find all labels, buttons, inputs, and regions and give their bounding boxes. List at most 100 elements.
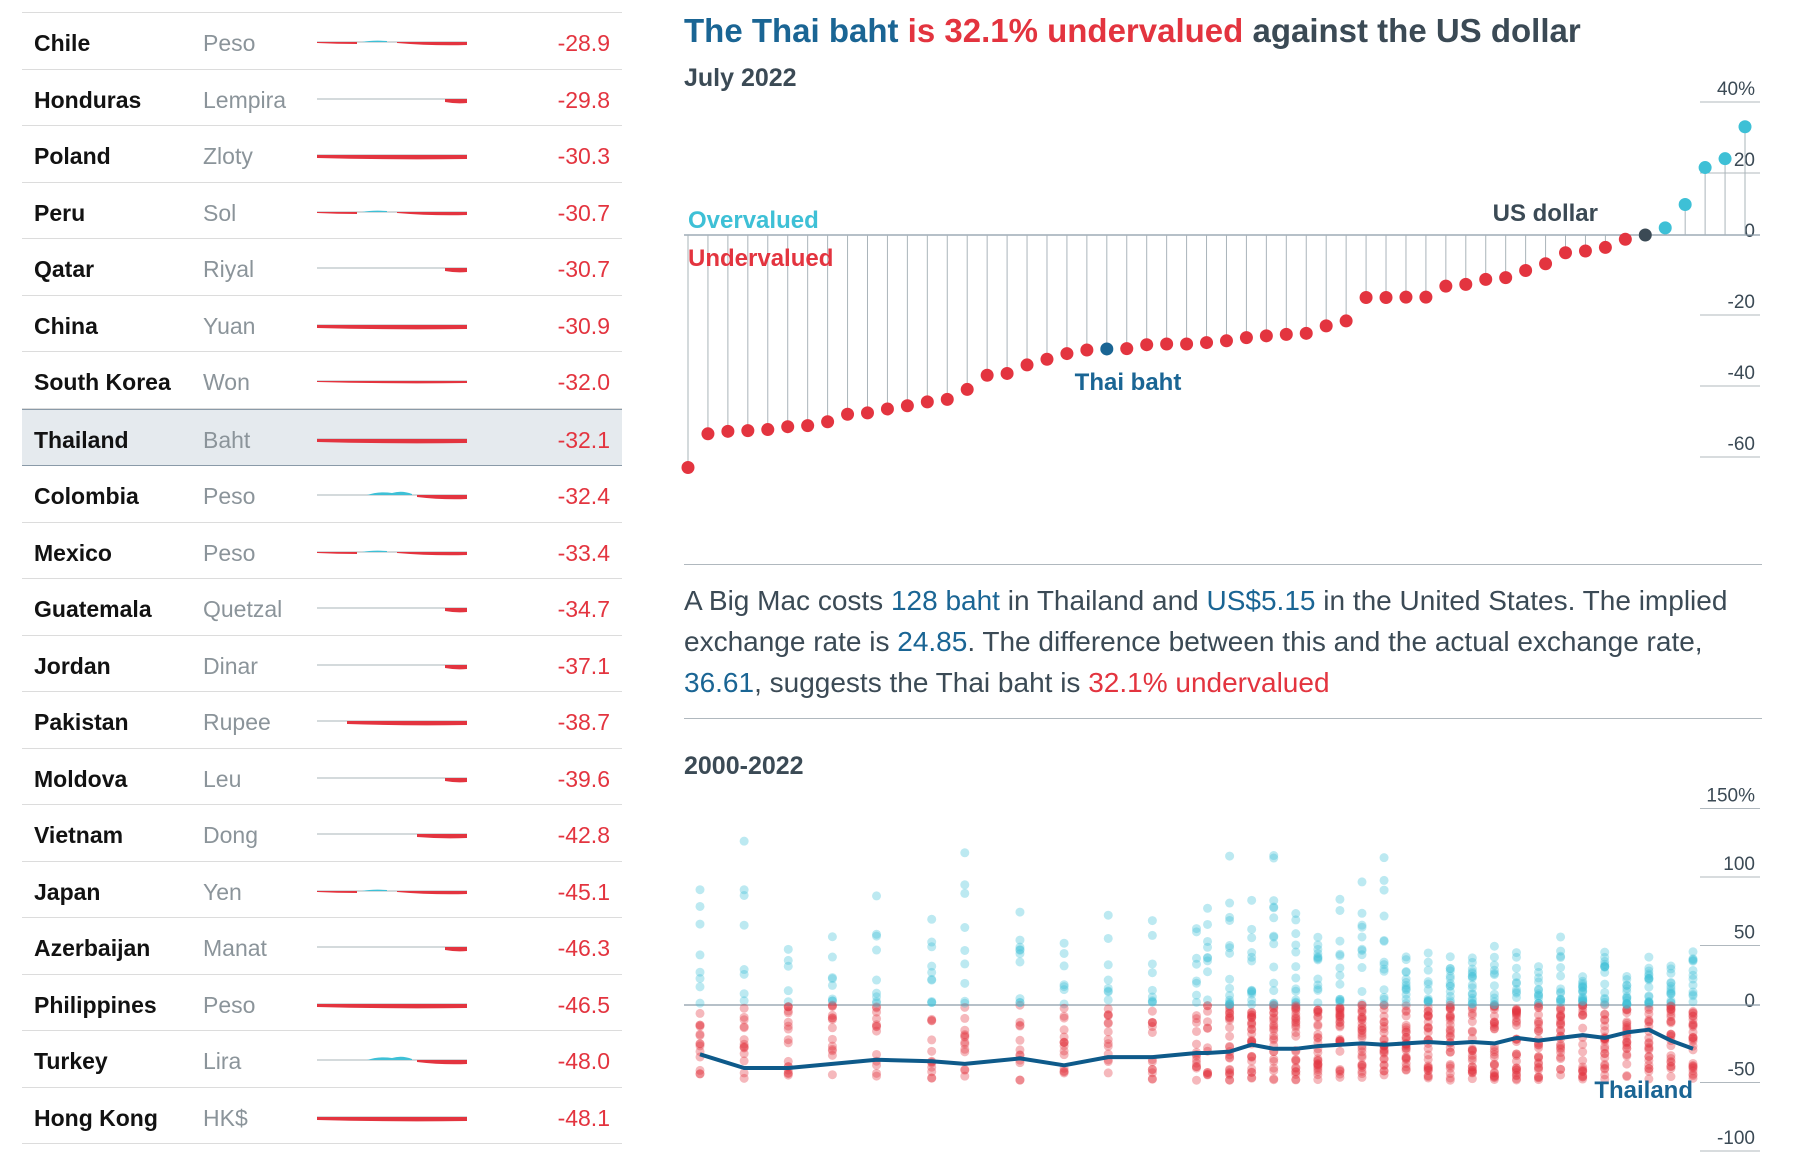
country-dot (872, 929, 882, 939)
lollipop-dot (681, 461, 695, 475)
valuation-value: -37.1 (557, 652, 610, 679)
country-dot (1578, 1003, 1588, 1013)
country-dot (1401, 1054, 1411, 1064)
country-dot (1015, 1050, 1025, 1060)
country-dot (1556, 1048, 1566, 1058)
country-dot (1534, 989, 1544, 999)
country-dot (1291, 909, 1301, 919)
table-row[interactable]: Jordan Dinar -37.1 (22, 636, 622, 692)
country-dot (1379, 994, 1389, 1004)
country-dot (1622, 1028, 1632, 1038)
country-dot (1225, 1031, 1235, 1041)
table-row[interactable]: Qatar Riyal -30.7 (22, 239, 622, 296)
country-dot (1622, 971, 1632, 981)
table-row[interactable]: Turkey Lira -48.0 (22, 1031, 622, 1088)
table-row[interactable]: Mexico Peso -33.4 (22, 523, 622, 579)
country-dot (1600, 1000, 1610, 1010)
country-dot (1357, 986, 1367, 996)
table-row[interactable]: Japan Yen -45.1 (22, 862, 622, 918)
country-dot (1489, 1068, 1499, 1078)
country-dot (1644, 997, 1654, 1007)
country-dot (1467, 1050, 1477, 1060)
country-dot (1534, 1038, 1544, 1048)
country-dot (827, 1000, 837, 1010)
country-dot (1269, 1031, 1279, 1041)
table-row[interactable]: Chile Peso -28.9 (22, 13, 622, 70)
table-row[interactable]: Hong Kong HK$ -48.1 (22, 1088, 622, 1144)
country-dot (1015, 1045, 1025, 1055)
table-row[interactable]: Moldova Leu -39.6 (22, 749, 622, 805)
country-dot (1445, 1069, 1455, 1079)
lollipop-dot (1539, 257, 1553, 271)
country-dot (1578, 1072, 1588, 1082)
country-dot (1511, 1034, 1521, 1044)
country-dot (1291, 1031, 1301, 1041)
table-row[interactable]: South Korea Won -32.0 (22, 352, 622, 409)
country-dot (1511, 1006, 1521, 1016)
country-dot (960, 1047, 970, 1057)
country-dot (1379, 1045, 1389, 1055)
table-row[interactable]: Vietnam Dong -42.8 (22, 805, 622, 862)
country-dot (1401, 974, 1411, 984)
country-dot (1622, 1059, 1632, 1069)
country-dot (1313, 1064, 1323, 1074)
country-dot (1445, 1063, 1455, 1073)
table-row[interactable]: Poland Zloty -30.3 (22, 126, 622, 183)
country-dot (872, 992, 882, 1002)
country-dot (1225, 1053, 1235, 1063)
country-dot (1578, 1047, 1588, 1057)
country-dot (1269, 1075, 1279, 1085)
table-row[interactable]: Honduras Lempira -29.8 (22, 70, 622, 126)
country-dot (1335, 1066, 1345, 1076)
country-dot (1313, 948, 1323, 958)
table-row[interactable]: Peru Sol -30.7 (22, 183, 622, 239)
table-row[interactable]: Thailand Baht -32.1 (22, 408, 622, 466)
country-dot (1269, 853, 1279, 863)
table-row[interactable]: Pakistan Rupee -38.7 (22, 692, 622, 749)
country-dot (783, 1008, 793, 1018)
country-dot (1423, 1061, 1433, 1071)
country-dot (1059, 1025, 1069, 1035)
country-dot (1059, 1038, 1069, 1048)
country-dot (739, 965, 749, 975)
table-row[interactable]: Colombia Peso -32.4 (22, 466, 622, 523)
country-dot (1147, 968, 1157, 978)
country-dot (1059, 948, 1069, 958)
country-dot (1534, 985, 1544, 995)
sparkline-under-area (445, 664, 467, 669)
country-dot (1644, 1052, 1654, 1062)
y-tick-label: -20 (1728, 292, 1755, 313)
table-row[interactable]: Philippines Peso -46.5 (22, 975, 622, 1031)
country-dot (960, 1065, 970, 1075)
table-row[interactable]: Guatemala Quetzal -34.7 (22, 579, 622, 636)
lollipop-dot (1479, 272, 1493, 286)
country-dot (1445, 1003, 1455, 1013)
lollipop-dot (1319, 319, 1333, 333)
country-dot (1203, 1068, 1213, 1078)
table-row[interactable]: Azerbaijan Manat -46.3 (22, 918, 622, 975)
country-dot (1578, 972, 1588, 982)
country-dot (1622, 984, 1632, 994)
country-dot (1423, 1054, 1433, 1064)
valuation-value: -30.7 (557, 199, 610, 226)
sparkline-under-area (317, 551, 357, 554)
country-dot (1379, 1040, 1389, 1050)
country-dot (1445, 1043, 1455, 1053)
country-dot (1247, 986, 1257, 996)
country-dot (1147, 959, 1157, 969)
country-dot (1600, 1064, 1610, 1074)
country-dot (1401, 984, 1411, 994)
country-dot (1357, 1062, 1367, 1072)
country-dot (1688, 991, 1698, 1001)
table-row[interactable]: China Yuan -30.9 (22, 296, 622, 352)
country-dot (1445, 966, 1455, 976)
country-dot (1379, 885, 1389, 895)
country-dot (1534, 1034, 1544, 1044)
country-dot (1192, 924, 1201, 934)
country-dot (1534, 1065, 1544, 1075)
currency-name: Yuan (203, 312, 256, 339)
country-dot (1335, 1021, 1345, 1031)
country-dot (1225, 1047, 1235, 1057)
country-dot (1423, 1006, 1433, 1016)
currency-name: Riyal (203, 256, 255, 282)
